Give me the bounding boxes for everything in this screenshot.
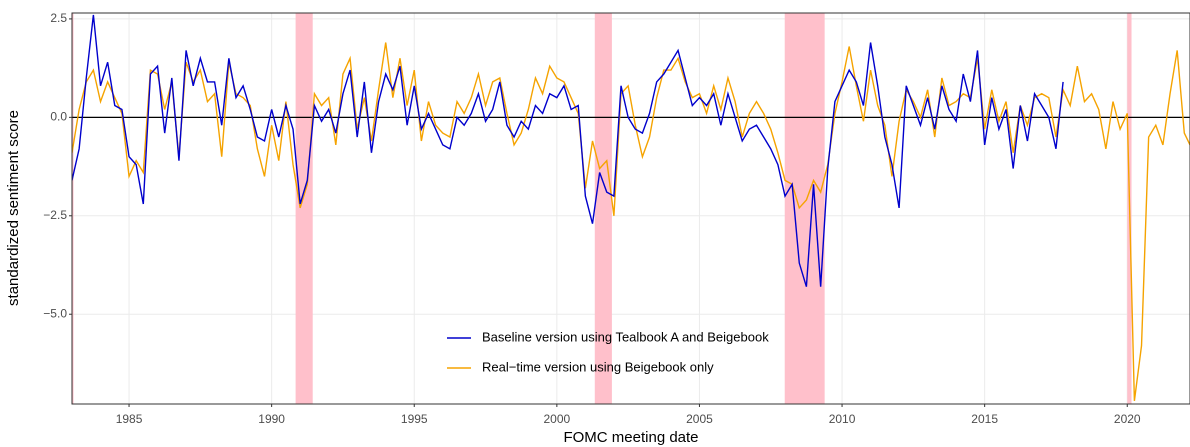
recession-shade <box>295 13 313 404</box>
series-line <box>72 42 1190 401</box>
y-tick-label: −2.5 <box>43 208 67 222</box>
legend-label: Real−time version using Beigebook only <box>482 359 714 374</box>
x-tick-label: 2015 <box>971 412 998 426</box>
x-tick-label: 2000 <box>543 412 570 426</box>
plot-area <box>72 13 1190 404</box>
x-tick-label: 2010 <box>829 412 856 426</box>
y-tick-label: 0.0 <box>50 110 67 124</box>
recession-shade <box>784 13 825 404</box>
panel-background <box>72 13 1190 404</box>
x-axis-title: FOMC meeting date <box>563 429 698 446</box>
series-line <box>72 14 1064 287</box>
legend-label: Baseline version using Tealbook A and Be… <box>482 329 769 344</box>
x-tick-label: 1995 <box>401 412 428 426</box>
y-tick-label: −5.0 <box>43 306 67 320</box>
recession-shade <box>72 13 74 404</box>
x-tick-label: 1990 <box>258 412 285 426</box>
x-tick-label: 2020 <box>1114 412 1141 426</box>
panel-border <box>71 12 1190 405</box>
y-tick-label: 2.5 <box>50 11 67 25</box>
y-axis-title: standardized sentiment score <box>5 110 22 306</box>
x-tick-label: 2005 <box>686 412 713 426</box>
x-tick-label: 1985 <box>116 412 143 426</box>
recession-shade <box>594 13 612 404</box>
